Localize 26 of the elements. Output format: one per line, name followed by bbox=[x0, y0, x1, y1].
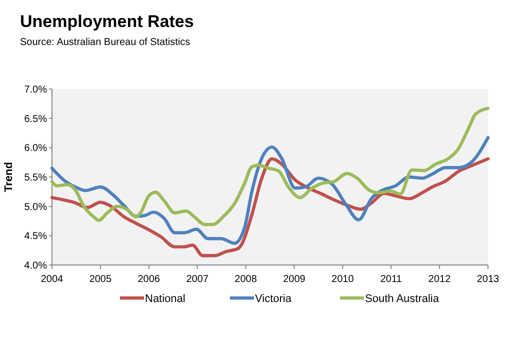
x-tick-label: 2012 bbox=[428, 274, 452, 285]
x-tick-label: 2007 bbox=[186, 274, 209, 285]
y-axis-title: Trend bbox=[3, 162, 15, 192]
chart-title: Unemployment Rates bbox=[20, 12, 194, 31]
y-tick-label: 4.5% bbox=[24, 231, 48, 242]
legend-label: Victoria bbox=[255, 293, 292, 305]
chart-subtitle: Source: Australian Bureau of Statistics bbox=[20, 37, 190, 48]
line-series bbox=[50, 106, 490, 226]
line-series bbox=[50, 157, 490, 258]
y-tick-label: 5.5% bbox=[24, 172, 48, 184]
y-tick-label: 7.0% bbox=[24, 84, 48, 96]
y-tick-label: 6.0% bbox=[24, 143, 48, 154]
legend-label: National bbox=[145, 293, 186, 305]
x-tick-label: 2008 bbox=[234, 274, 258, 285]
line-series bbox=[50, 136, 490, 245]
legend-label: South Australia bbox=[365, 293, 440, 305]
y-tick-label: 6.5% bbox=[24, 114, 48, 125]
x-tick-label: 2013 bbox=[476, 274, 500, 285]
x-tick-label: 2009 bbox=[283, 274, 306, 285]
x-tick-label: 2004 bbox=[40, 274, 64, 285]
x-tick-label: 2011 bbox=[380, 274, 402, 285]
y-tick-label: 4.0% bbox=[24, 260, 48, 272]
y-tick-label: 5.0% bbox=[24, 202, 48, 213]
x-tick-label: 2006 bbox=[138, 274, 160, 285]
x-tick-label: 2005 bbox=[89, 274, 112, 285]
x-tick-label: 2010 bbox=[332, 274, 354, 285]
